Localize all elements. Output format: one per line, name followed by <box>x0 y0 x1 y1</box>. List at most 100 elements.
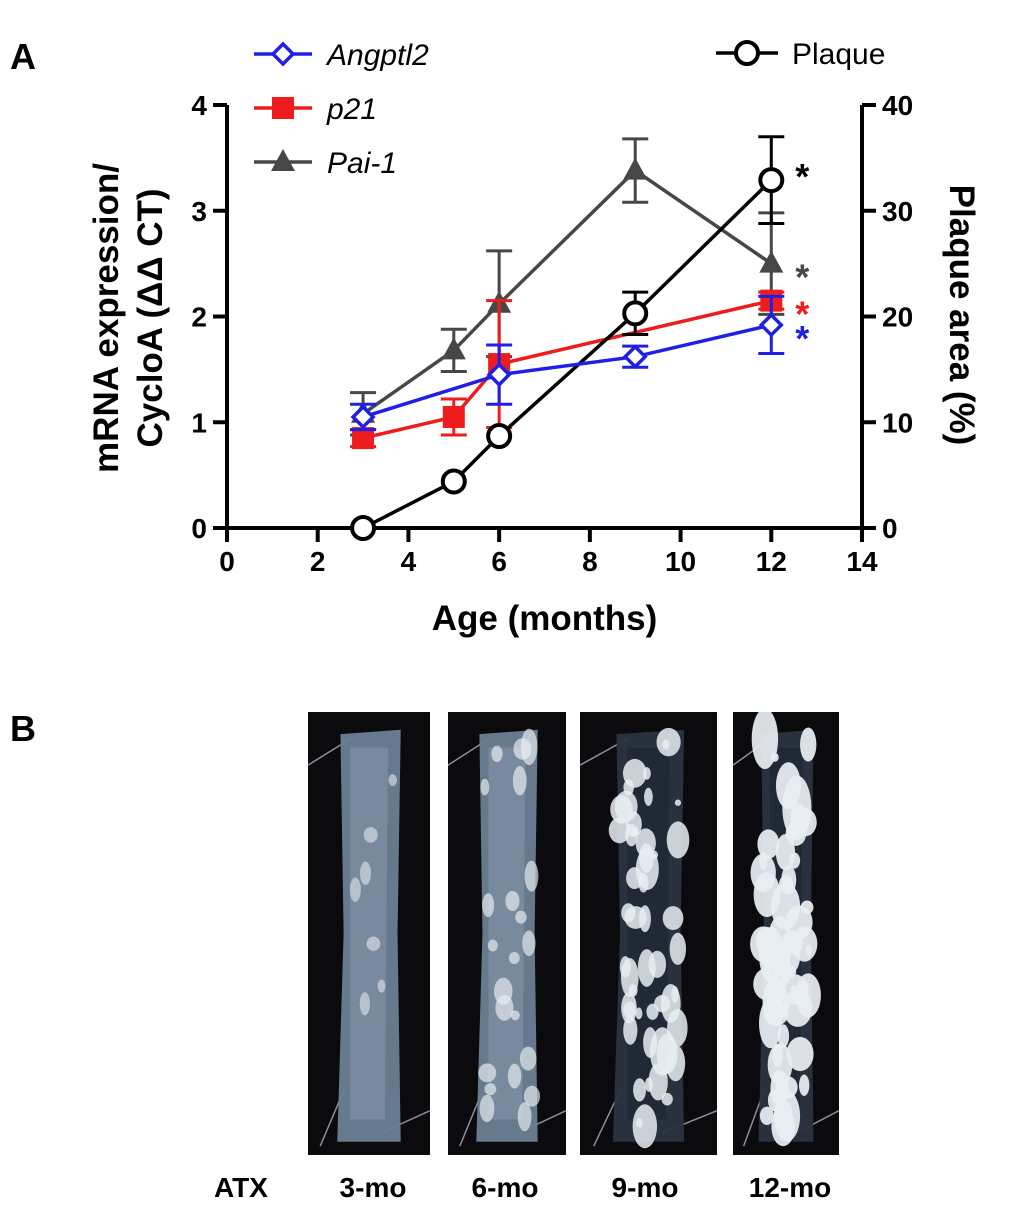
y-left-tick-label: 4 <box>191 90 207 121</box>
y-right-tick-label: 10 <box>882 407 913 438</box>
plaque-spot <box>491 745 503 762</box>
plaque-spot <box>667 1008 688 1047</box>
y-axis-left-title: mRNA expression/CycloA (ΔΔ CT) <box>87 163 170 473</box>
plaque-spot <box>493 977 513 1005</box>
significance-asterisk: * <box>795 318 809 359</box>
plaque-spot <box>622 758 647 788</box>
plaque-spot <box>777 1024 790 1048</box>
data-point-plaque <box>486 422 513 449</box>
aorta-image <box>308 729 430 1147</box>
plaque-spot <box>512 766 527 796</box>
caption-3mo: 3-mo <box>339 1172 407 1203</box>
row-label-atx: ATX <box>214 1172 268 1203</box>
aorta-image <box>448 728 566 1147</box>
plaque-spot <box>360 861 371 885</box>
data-point-angptl2 <box>486 362 512 388</box>
y-left-tick-label: 3 <box>191 196 207 227</box>
legend-marker <box>734 40 760 66</box>
plaque-spot <box>781 864 797 895</box>
plaque-spot <box>753 968 780 1001</box>
series-p21 <box>350 289 785 450</box>
x-tick-label: 2 <box>310 546 326 577</box>
plaque-spot <box>644 787 653 806</box>
plaque-spot <box>623 1015 638 1045</box>
plaque-spot <box>524 860 539 892</box>
series-plaque <box>350 135 785 541</box>
significance-asterisk: * <box>795 257 809 298</box>
plaque-spot <box>623 1001 636 1018</box>
x-tick-label: 14 <box>846 546 878 577</box>
plaque-spot <box>519 1046 537 1071</box>
plaque-spot <box>363 826 378 843</box>
series-line-angptl2 <box>362 323 772 419</box>
aorta-lumen <box>349 747 389 1120</box>
plaque-spot <box>624 906 647 929</box>
plaque-spot <box>523 1085 541 1107</box>
y-left-tick-label: 2 <box>191 302 207 333</box>
aorta-photo-3mo <box>308 712 430 1155</box>
y-left-tick-label: 1 <box>191 407 207 438</box>
caption-12mo: 12-mo <box>748 1172 832 1203</box>
plaque-spot <box>480 778 490 796</box>
data-point-plaque <box>622 300 649 327</box>
plaque-spot <box>487 939 498 952</box>
caption-6mo: 6-mo <box>471 1172 539 1203</box>
aorta-photo-6mo <box>448 712 566 1155</box>
plaque-spot <box>750 853 776 893</box>
plaque-spot <box>635 848 659 891</box>
y-left-tick-label: 0 <box>191 513 207 544</box>
legend-marker <box>271 149 295 171</box>
aorta-lumen <box>488 747 526 1120</box>
plaque-spot <box>633 1078 647 1102</box>
plaque-spot <box>610 795 633 824</box>
legend-item-plaque: Plaque <box>716 38 885 71</box>
legend-marker <box>270 41 296 67</box>
x-tick-label: 8 <box>582 546 598 577</box>
plaque-spot <box>674 799 682 806</box>
plaque-spot <box>507 1063 522 1089</box>
plaque-spot <box>798 1074 810 1096</box>
series-angptl2 <box>350 294 785 432</box>
plaque-spot <box>775 833 796 871</box>
x-tick-label: 6 <box>491 546 507 577</box>
data-point-angptl2 <box>350 404 376 430</box>
plaque-spot <box>349 877 361 902</box>
data-point-plaque <box>350 515 377 541</box>
legend-label: Angptl2 <box>325 39 429 72</box>
plaque-spot <box>508 952 520 965</box>
plaque-spot <box>620 957 639 998</box>
plaque-spot <box>632 1104 658 1149</box>
data-point-angptl2 <box>622 344 648 370</box>
plaque-spot <box>478 1063 497 1083</box>
y-right-tick-label: 0 <box>882 513 898 544</box>
plaque-spot <box>773 1090 801 1142</box>
caption-9mo: 9-mo <box>611 1172 679 1203</box>
data-point-p21 <box>442 405 465 428</box>
plaque-spot <box>772 1043 783 1068</box>
plaque-spot <box>636 1117 643 1128</box>
plaque-spot <box>479 1094 495 1123</box>
significance-asterisk: * <box>795 156 809 197</box>
aorta-photo-9mo <box>580 712 717 1155</box>
plaque-spot <box>662 906 684 931</box>
significance-asterisk: * <box>795 294 809 335</box>
y-axis-right-title: Plaque area (%) <box>942 185 981 446</box>
x-tick-label: 10 <box>665 546 696 577</box>
plaque-spot <box>805 944 812 957</box>
plaque-spot <box>517 1102 532 1132</box>
series-pai-1 <box>350 137 785 437</box>
data-point-plaque <box>440 468 467 495</box>
plaque-spot <box>785 905 813 940</box>
data-point-plaque <box>758 167 785 194</box>
plaque-spot <box>388 774 397 787</box>
plaque-spot <box>786 1036 814 1072</box>
data-point-pai-1 <box>759 250 784 273</box>
legend-marker <box>272 97 294 119</box>
plaque-spot <box>520 728 538 766</box>
plaque-spot <box>770 752 779 762</box>
plaque-spot <box>661 1092 673 1106</box>
plaque-spot <box>758 998 782 1049</box>
series-line-pai-1 <box>362 168 773 416</box>
series-line-plaque <box>362 178 773 530</box>
